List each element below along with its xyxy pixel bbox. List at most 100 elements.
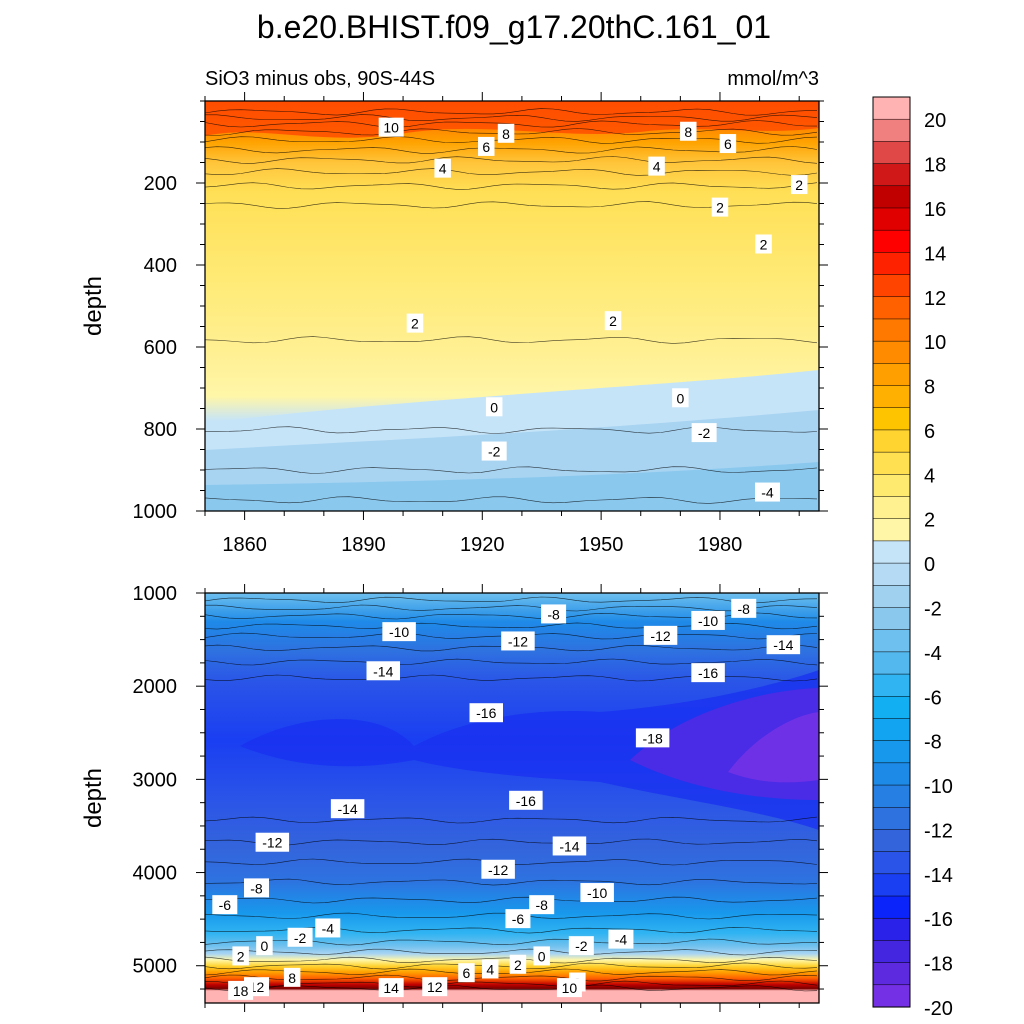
top-panel-subtitle: SiO3 minus obs, 90S-44S xyxy=(205,68,435,90)
contour-label-bg xyxy=(648,156,665,176)
contour-label-text: 14 xyxy=(383,980,399,996)
x-tick-label: 1920 xyxy=(460,534,505,556)
colorbar-label: 10 xyxy=(924,332,946,354)
colorbar-swatch xyxy=(872,585,911,609)
contour-label-text: -2 xyxy=(698,425,711,441)
contour-line xyxy=(205,816,818,824)
contour-line xyxy=(205,962,818,970)
contour-label-text: 0 xyxy=(261,938,269,954)
bottom-contour-lines xyxy=(205,596,818,992)
contour-line xyxy=(205,336,818,344)
contour-label: -8 xyxy=(243,878,269,898)
colorbar-swatch xyxy=(872,873,911,897)
colorbar-swatch xyxy=(872,940,911,964)
contour-label-text: -16 xyxy=(516,793,536,809)
colorbar-swatch xyxy=(872,229,911,253)
colorbar-swatch xyxy=(872,296,911,320)
contour-line xyxy=(205,156,818,164)
colorbar-swatch xyxy=(872,651,911,675)
top-overlays xyxy=(205,101,819,511)
colorbar-swatch xyxy=(872,673,911,697)
contour-line xyxy=(205,604,818,612)
contour-label-text: 2 xyxy=(514,957,522,973)
x-tick-label: 1860 xyxy=(222,534,267,556)
top-panel: SiO3 minus obs, 90S-44S mmol/m^3 10 8 86 64… xyxy=(80,68,828,556)
bottom-panel: -8 -8 -10 -10 -12 -12 -14 -14 -16 -16 -16 -18 -14 -14… xyxy=(80,583,828,1012)
y-tick-label: 2000 xyxy=(133,676,178,698)
contour-label: -6 xyxy=(212,895,238,915)
colorbar-label: -2 xyxy=(924,598,942,620)
colorbar-swatch xyxy=(872,252,911,276)
bottom-contour-labels: -8 -8 -10 -10 -12 -12 -14 -14 -16 -16 -16 -18 -14 -14… xyxy=(212,598,801,1000)
colorbar-label: -12 xyxy=(924,820,953,842)
colorbar-swatch xyxy=(872,96,911,120)
contour-label: -14 xyxy=(366,661,401,681)
contour-label: -2 xyxy=(287,927,313,947)
colorbar-swatch xyxy=(872,562,911,586)
y-tick-label: 3000 xyxy=(133,769,178,791)
contour-label-text: -10 xyxy=(698,613,718,629)
contour-label-bg xyxy=(552,836,587,856)
contour-label-bg xyxy=(604,311,622,331)
contour-label: 10 xyxy=(556,978,582,998)
colorbar-swatch xyxy=(872,829,911,853)
colorbar-label: -14 xyxy=(924,865,953,887)
colorbar-swatch xyxy=(872,274,911,298)
contour-label-text: 6 xyxy=(463,965,471,981)
contour-label: 6 xyxy=(719,134,737,154)
contour-label: 8 xyxy=(680,121,697,141)
contour-label: 6 xyxy=(458,963,475,983)
contour-line xyxy=(205,878,818,886)
contour-label-text: -8 xyxy=(250,880,263,896)
contour-label-bg xyxy=(509,954,527,974)
contour-label-bg xyxy=(501,631,535,651)
y-tick-label: 1000 xyxy=(133,583,178,605)
top-bump-surface xyxy=(205,101,819,138)
contour-label: -2 xyxy=(481,441,507,461)
colorbar-swatch xyxy=(872,118,911,142)
contour-label-text: 2 xyxy=(411,316,419,332)
contour-label-bg xyxy=(287,927,313,947)
contour-label-bg xyxy=(672,388,689,408)
contour-label-text: -14 xyxy=(337,801,357,817)
contour-label-bg xyxy=(790,175,808,195)
contour-line xyxy=(205,658,818,666)
colorbar-swatch xyxy=(872,784,911,808)
contour-label-text: -14 xyxy=(773,637,793,653)
contour-label-text: -14 xyxy=(559,838,579,854)
colorbar-label: -16 xyxy=(924,909,953,931)
y-tick-label: 4000 xyxy=(133,863,178,885)
contour-label-text: 6 xyxy=(482,139,490,155)
contour-label-text: 4 xyxy=(486,961,494,977)
contour-label-text: -12 xyxy=(650,628,670,644)
contour-line xyxy=(205,948,818,956)
contour-label-text: 12 xyxy=(427,979,443,995)
colorbar-swatch xyxy=(872,474,911,498)
minimum-core-20 xyxy=(728,712,819,783)
colorbar-label: 20 xyxy=(924,110,946,132)
contour-label-bg xyxy=(691,663,725,683)
colorbar-label: 8 xyxy=(924,377,935,399)
top-bump-deepblue2 xyxy=(205,462,819,511)
contour-label-bg xyxy=(691,423,717,443)
contour-label-bg xyxy=(330,799,365,819)
contour-label-text: 0 xyxy=(538,948,546,964)
contour-label-bg xyxy=(228,980,254,1000)
contour-label-bg xyxy=(533,946,550,966)
colorbar-swatch xyxy=(872,540,911,564)
contour-label: 4 xyxy=(481,959,499,979)
contour-label-bg xyxy=(541,604,567,624)
contour-label: -8 xyxy=(529,895,555,915)
contour-label-bg xyxy=(469,703,504,723)
colorbar-swatch xyxy=(872,696,911,720)
colorbar-label: 12 xyxy=(924,288,946,310)
contour-label-bg xyxy=(406,313,424,333)
contour-line xyxy=(205,182,818,190)
colorbar-swatch xyxy=(872,207,911,231)
x-tick-label: 1890 xyxy=(341,534,386,556)
contour-label-bg xyxy=(755,234,772,254)
contour-label: -16 xyxy=(469,703,504,723)
